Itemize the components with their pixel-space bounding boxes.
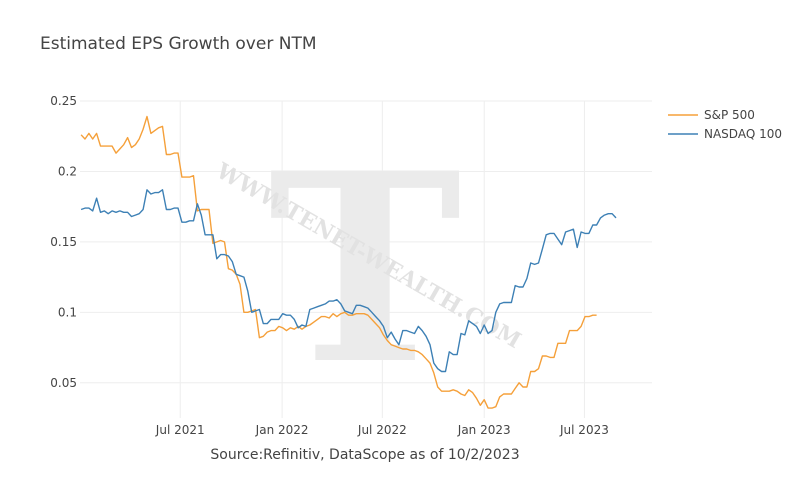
series-lines xyxy=(80,115,617,409)
chart-source-caption: Source:Refinitiv, DataScope as of 10/2/2… xyxy=(210,447,520,463)
y-tick-label: 0.05 xyxy=(50,376,77,390)
y-tick-label: 0.1 xyxy=(58,305,77,319)
watermark-logo: T xyxy=(268,117,461,422)
y-tick-label: 0.15 xyxy=(50,235,77,249)
axes: 0.05 0.1 0.15 0.2 0.25 Jul 2021 Jan 2022 Jul 20… xyxy=(50,94,609,437)
legend: S&P 500 NASDAQ 100 xyxy=(668,108,782,141)
x-tick-label: Jan 2022 xyxy=(255,423,309,437)
x-tick-label: Jul 2021 xyxy=(155,423,205,437)
legend-label: S&P 500 xyxy=(704,108,755,122)
series-line-s-p-500 xyxy=(80,115,597,409)
watermark: T WWW.TENET-WEALTH.COM xyxy=(211,117,525,422)
series-line-nasdaq-100 xyxy=(80,189,617,373)
x-tick-label: Jan 2023 xyxy=(457,423,511,437)
y-tick-label: 0.25 xyxy=(50,94,77,108)
y-tick-label: 0.2 xyxy=(58,164,77,178)
legend-label: NASDAQ 100 xyxy=(704,127,782,141)
gridlines xyxy=(80,100,652,418)
x-tick-label: Jul 2022 xyxy=(357,423,407,437)
chart-title: Estimated EPS Growth over NTM xyxy=(40,34,317,54)
x-tick-label: Jul 2023 xyxy=(559,423,609,437)
